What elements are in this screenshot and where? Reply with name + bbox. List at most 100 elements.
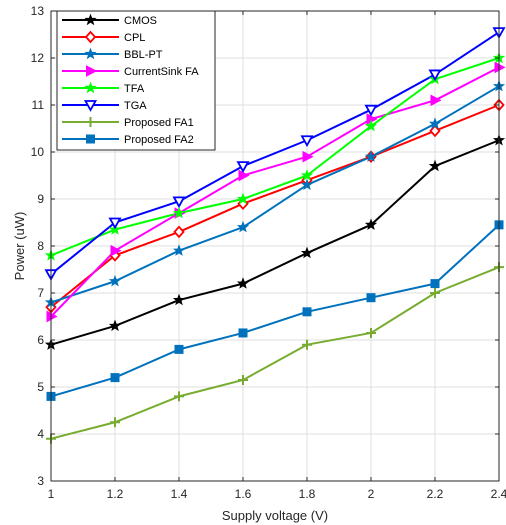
- data-point-tfa: [364, 119, 378, 132]
- data-point-tga: [300, 135, 314, 148]
- legend-item-proposed-fa2: Proposed FA2: [62, 134, 194, 146]
- series-line-bbl-pt: [50, 85, 500, 304]
- x-tick-label: 2.4: [491, 487, 506, 501]
- legend-label: Proposed FA1: [124, 117, 194, 129]
- x-tick-label: 1.4: [171, 487, 188, 501]
- data-point-tfa: [300, 169, 314, 181]
- data-point-cpl: [173, 225, 185, 239]
- x-tick-label: 2: [368, 487, 375, 501]
- x-tick-label: 1: [48, 487, 55, 501]
- data-point-bbl-pt: [428, 117, 442, 130]
- legend-item-tfa: TFA: [62, 81, 145, 95]
- x-tick-label: 1.8: [299, 487, 316, 501]
- legend-label: Proposed FA2: [124, 134, 194, 146]
- data-point-currentsink-fa: [46, 310, 58, 323]
- data-point-proposed-fa1: [302, 339, 312, 350]
- data-point-bbl-pt: [300, 178, 314, 191]
- data-point-tga: [172, 196, 186, 209]
- data-point-currentsink-fa: [494, 61, 506, 74]
- data-point-tfa: [236, 192, 250, 205]
- tick-labels: 1 1.2 1.4 1.6 1.8 2 2.2 2.4 3 4 5 6 7 8 9 10 11 12 13: [31, 4, 506, 501]
- y-tick-label: 7: [37, 286, 44, 300]
- y-tick-label: 13: [31, 4, 45, 18]
- data-point-cpl: [429, 124, 441, 138]
- legend-label: CurrentSink FA: [124, 66, 199, 78]
- data-point-currentsink-fa: [366, 113, 378, 125]
- data-point-currentsink-fa: [110, 244, 122, 257]
- data-point-proposed-fa1: [238, 374, 248, 385]
- x-tick-label: 1.6: [235, 487, 252, 501]
- data-point-bbl-pt: [108, 274, 122, 287]
- data-point-proposed-fa2: [174, 344, 184, 354]
- data-point-cmos: [428, 159, 442, 172]
- legend-marker: [86, 65, 98, 77]
- series-line-proposed-fa1: [50, 266, 500, 440]
- data-point-proposed-fa2: [302, 307, 312, 317]
- legend-marker: [84, 81, 97, 94]
- legend-label: TFA: [124, 83, 145, 95]
- y-tick-label: 9: [37, 192, 44, 206]
- legend-marker: [83, 100, 98, 112]
- legend-marker: [84, 13, 97, 26]
- legend-marker: [84, 47, 97, 60]
- legend-label: BBL-PT: [124, 49, 163, 61]
- data-point-proposed-fa2: [366, 293, 376, 303]
- legend-item-proposed-fa1: Proposed FA1: [62, 117, 194, 129]
- legend-marker: [86, 134, 95, 144]
- series-line-tfa: [50, 57, 500, 257]
- legend-item-cmos: CMOS: [62, 13, 157, 27]
- data-point-bbl-pt: [172, 244, 186, 256]
- legend-box: [56, 10, 216, 151]
- series-lines: [50, 31, 500, 440]
- data-point-cmos: [172, 293, 186, 306]
- series-line-cmos: [50, 139, 500, 346]
- data-point-currentsink-fa: [430, 94, 442, 107]
- series-line-proposed-fa2: [50, 224, 500, 398]
- x-axis-label: Supply voltage (V): [222, 508, 328, 523]
- data-point-cmos: [364, 218, 378, 231]
- data-point-tga: [364, 104, 378, 117]
- legend-item-currentsink-fa: CurrentSink FA: [62, 65, 199, 78]
- data-point-proposed-fa2: [238, 328, 248, 338]
- data-point-tga: [108, 217, 122, 230]
- legend: CMOS CPL BBL-PT CurrentSink FA TFA TGA Propose…: [56, 10, 216, 151]
- x-tick-label: 2.2: [427, 487, 444, 501]
- data-point-currentsink-fa: [238, 169, 250, 182]
- data-point-cmos: [236, 277, 250, 289]
- data-point-bbl-pt: [236, 220, 250, 233]
- series-line-cpl: [50, 104, 500, 308]
- y-tick-label: 12: [31, 51, 45, 65]
- y-tick-label: 11: [32, 98, 45, 112]
- series-line-tga: [50, 31, 500, 275]
- y-tick-label: 6: [37, 333, 44, 347]
- legend-item-bbl-pt: BBL-PT: [62, 47, 163, 61]
- data-point-tfa: [172, 206, 186, 219]
- y-tick-label: 3: [37, 474, 44, 488]
- data-point-cmos: [300, 246, 314, 259]
- series-line-currentsink-fa: [50, 66, 500, 318]
- data-point-proposed-fa1: [430, 288, 440, 298]
- legend-label: CPL: [124, 32, 145, 44]
- legend-marker: [85, 117, 96, 127]
- axis-ticks: [50, 10, 500, 482]
- y-tick-label: 4: [37, 427, 44, 441]
- y-tick-label: 5: [37, 380, 44, 394]
- y-axis-label: Power (uW): [12, 212, 27, 281]
- data-point-bbl-pt: [364, 150, 378, 162]
- legend-label: CMOS: [124, 15, 157, 27]
- data-point-tga: [236, 161, 250, 173]
- data-point-tga: [428, 69, 442, 82]
- data-point-proposed-fa1: [366, 327, 376, 338]
- legend-label: TGA: [124, 100, 147, 112]
- data-point-proposed-fa2: [430, 279, 440, 289]
- data-point-cmos: [108, 319, 122, 332]
- data-point-currentsink-fa: [302, 150, 314, 163]
- legend-item-cpl: CPL: [62, 30, 145, 44]
- legend-marker: [84, 30, 97, 44]
- data-point-proposed-fa1: [174, 391, 184, 402]
- data-point-proposed-fa1: [110, 417, 120, 428]
- x-tick-label: 1.2: [107, 487, 124, 501]
- legend-item-tga: TGA: [62, 100, 147, 112]
- data-point-proposed-fa2: [110, 373, 120, 383]
